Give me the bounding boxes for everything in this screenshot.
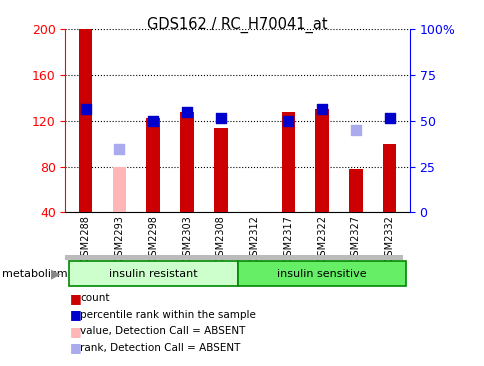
Point <box>216 116 224 122</box>
Bar <box>79 29 92 212</box>
Point <box>385 116 393 122</box>
Text: ▶: ▶ <box>51 267 60 280</box>
Bar <box>315 109 328 212</box>
Text: value, Detection Call = ABSENT: value, Detection Call = ABSENT <box>80 326 245 336</box>
Point <box>284 118 291 124</box>
Text: count: count <box>80 293 109 303</box>
Point <box>351 127 359 133</box>
Bar <box>348 169 362 212</box>
Text: ■: ■ <box>70 308 82 321</box>
Text: metabolism: metabolism <box>2 269 68 279</box>
Bar <box>281 112 294 212</box>
Point <box>115 146 123 152</box>
Bar <box>146 119 160 212</box>
Text: percentile rank within the sample: percentile rank within the sample <box>80 310 256 320</box>
Bar <box>382 144 395 212</box>
Text: insulin resistant: insulin resistant <box>109 269 197 279</box>
Bar <box>112 167 126 212</box>
Bar <box>237 261 406 286</box>
Bar <box>180 112 194 212</box>
Text: ■: ■ <box>70 325 82 338</box>
Text: rank, Detection Call = ABSENT: rank, Detection Call = ABSENT <box>80 343 240 353</box>
Text: ■: ■ <box>70 292 82 305</box>
Text: ■: ■ <box>70 341 82 354</box>
Bar <box>213 128 227 212</box>
Point <box>318 107 325 112</box>
Point <box>183 109 191 115</box>
Text: insulin sensitive: insulin sensitive <box>277 269 366 279</box>
Point <box>149 118 157 124</box>
Text: GDS162 / RC_H70041_at: GDS162 / RC_H70041_at <box>147 16 327 33</box>
Bar <box>69 261 237 286</box>
Point <box>82 107 90 112</box>
